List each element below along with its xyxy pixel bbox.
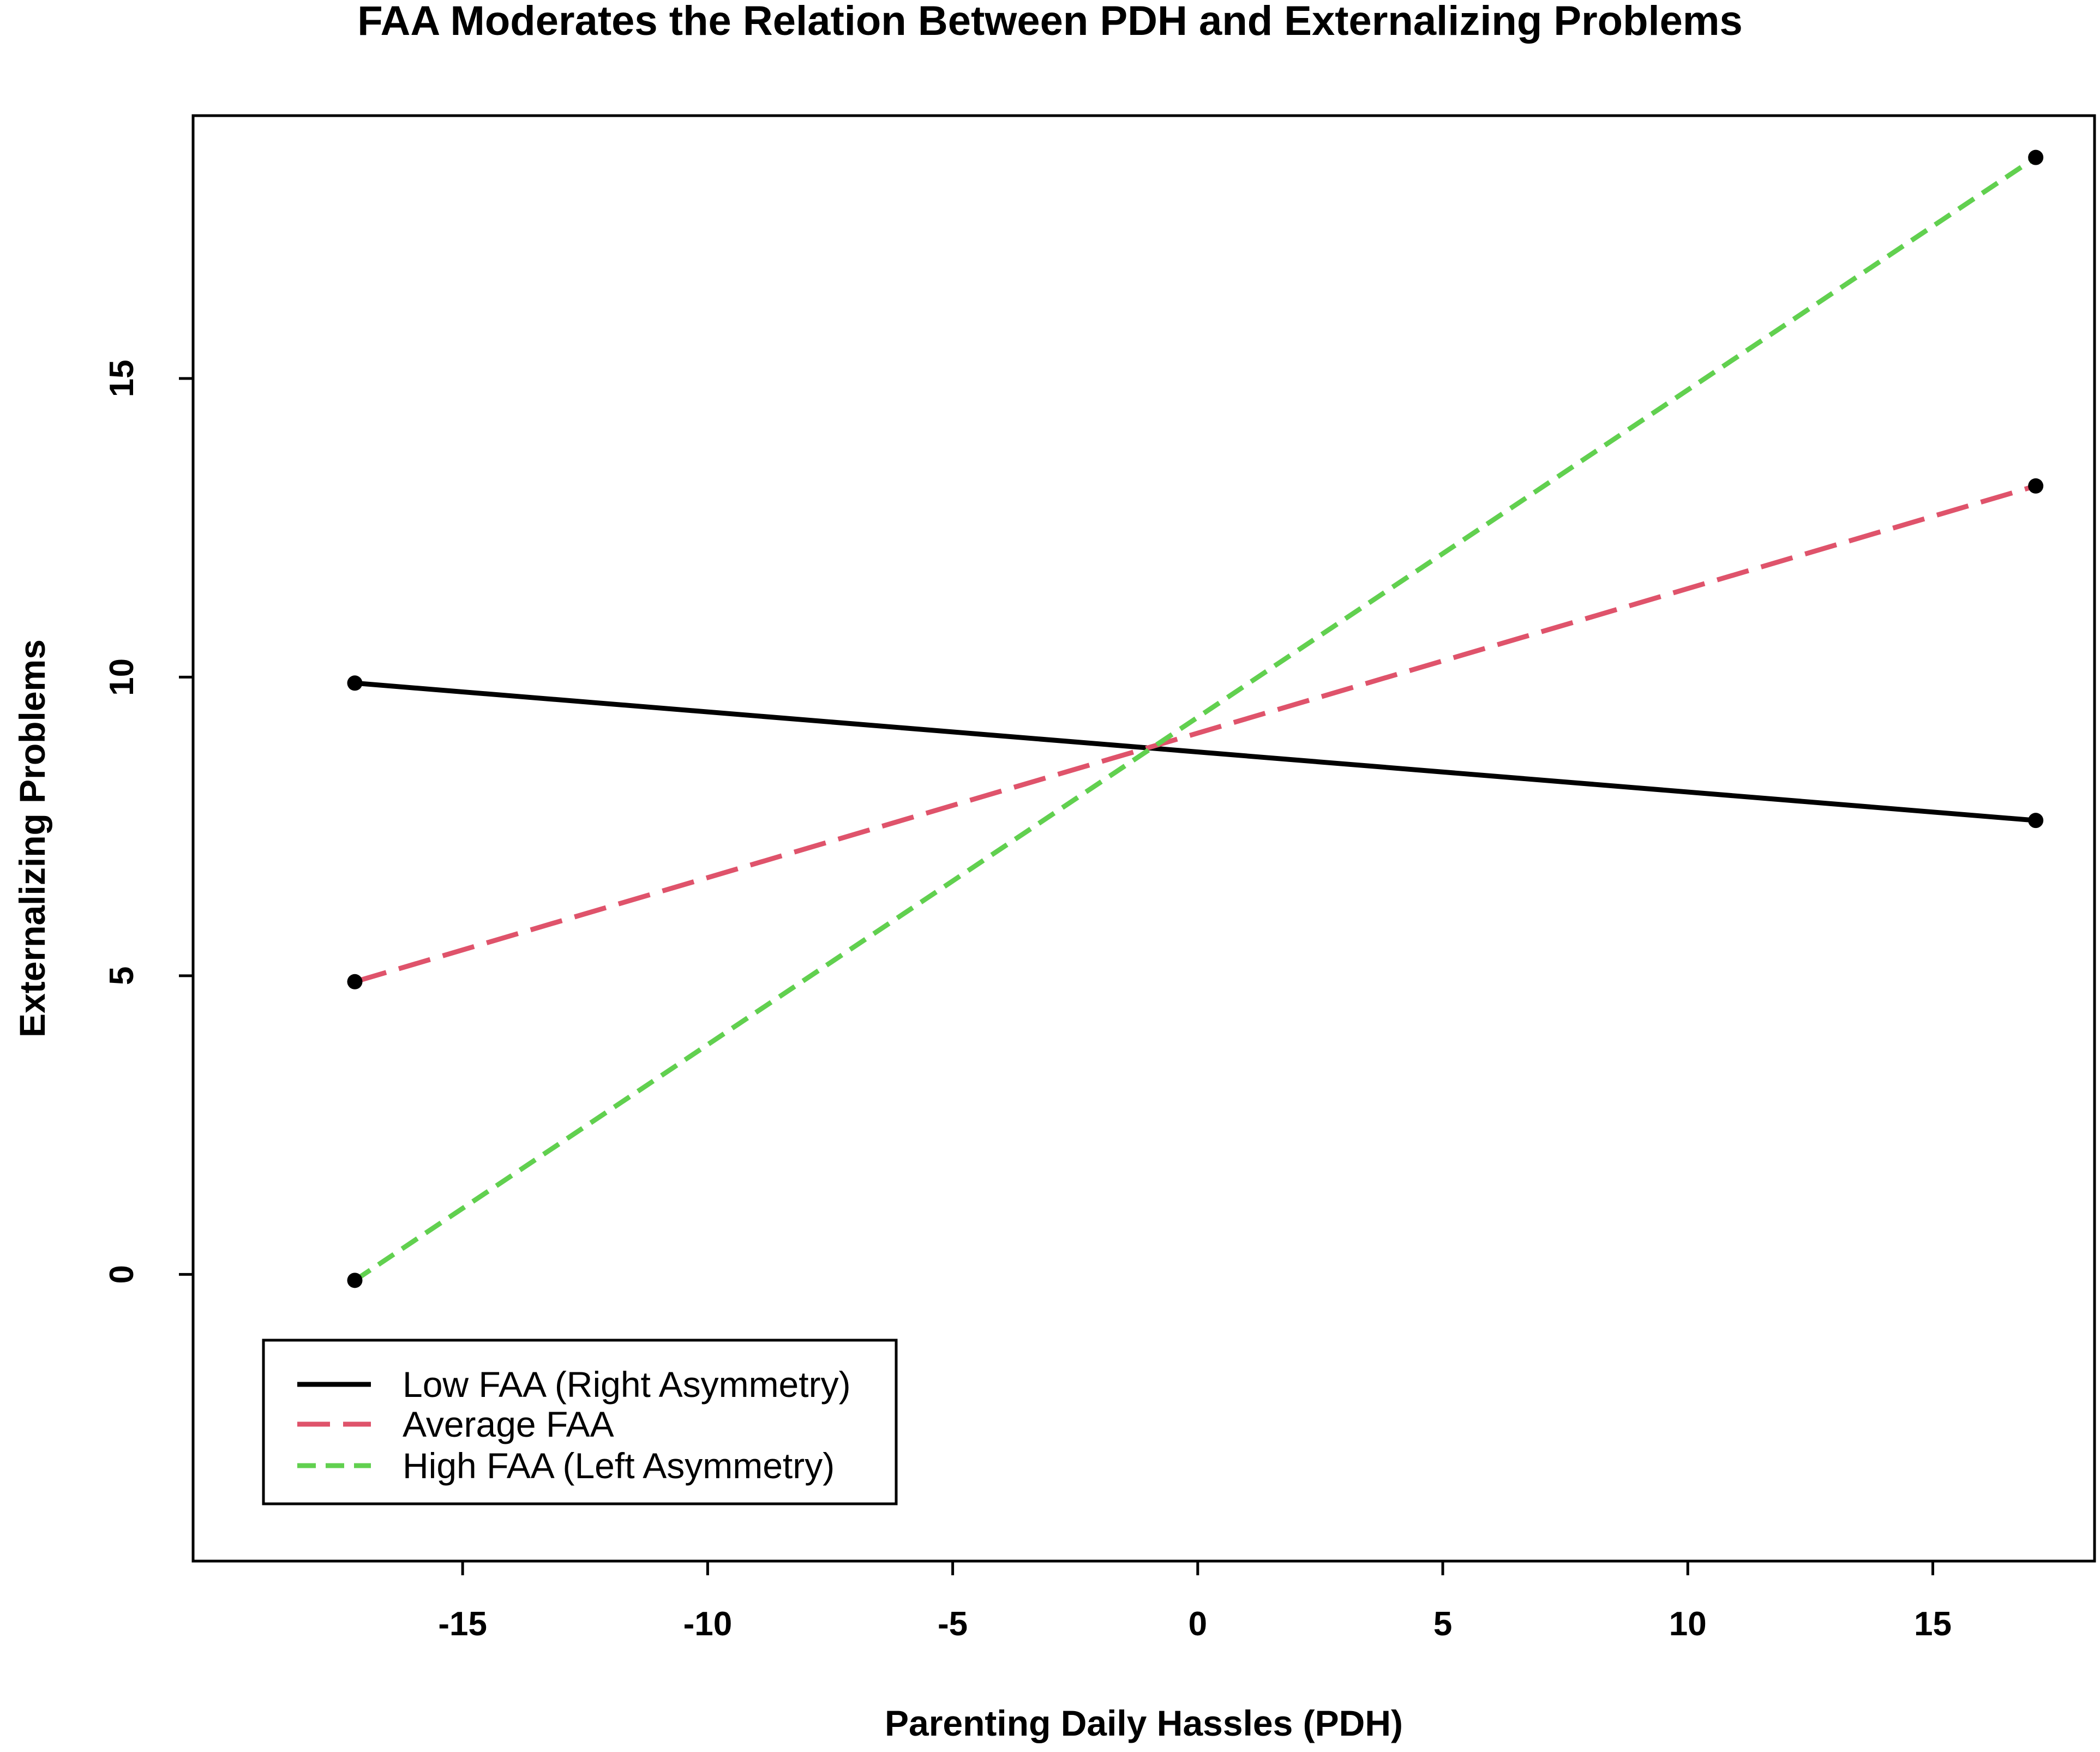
x-tick-label: -15 — [438, 1605, 487, 1643]
y-axis-label: Externalizing Problems — [12, 639, 52, 1037]
y-axis: 0 5 10 15 — [103, 359, 193, 1284]
y-tick-label: 15 — [103, 359, 141, 397]
x-tick-label: 0 — [1189, 1605, 1207, 1643]
series-line-low-faa — [355, 680, 2036, 823]
series-line-average-faa — [354, 483, 2037, 985]
data-point-average-faa — [2028, 478, 2044, 494]
legend-label-high-faa: High FAA (Left Asymmetry) — [403, 1445, 835, 1486]
data-point-low-faa — [2028, 813, 2044, 829]
y-tick-label: 10 — [103, 658, 141, 696]
plot-frame — [191, 114, 2096, 1563]
x-tick-label: 15 — [1914, 1605, 1952, 1643]
x-tick-label: -5 — [938, 1605, 968, 1643]
series-layer — [347, 149, 2044, 1288]
x-axis-label: Parenting Daily Hassles (PDH) — [885, 1703, 1403, 1743]
series-line-high-faa — [353, 155, 2037, 1283]
data-point-average-faa — [347, 974, 363, 989]
legend: Low FAA (Right Asymmetry) Average FAA Hi… — [262, 1339, 898, 1505]
chart-title: FAA Moderates the Relation Between PDH a… — [357, 0, 1742, 44]
data-point-high-faa — [347, 1273, 363, 1288]
x-axis: -15 -10 -5 0 5 10 15 — [438, 1561, 1952, 1643]
data-point-high-faa — [2028, 149, 2044, 165]
legend-label-low-faa: Low FAA (Right Asymmetry) — [403, 1364, 851, 1405]
x-tick-label: 10 — [1669, 1605, 1707, 1643]
data-point-low-faa — [347, 675, 363, 691]
x-tick-label: 5 — [1433, 1605, 1452, 1643]
y-tick-label: 0 — [103, 1265, 141, 1283]
legend-label-average-faa: Average FAA — [403, 1404, 614, 1444]
x-tick-label: -10 — [683, 1605, 733, 1643]
y-tick-label: 5 — [103, 967, 141, 985]
